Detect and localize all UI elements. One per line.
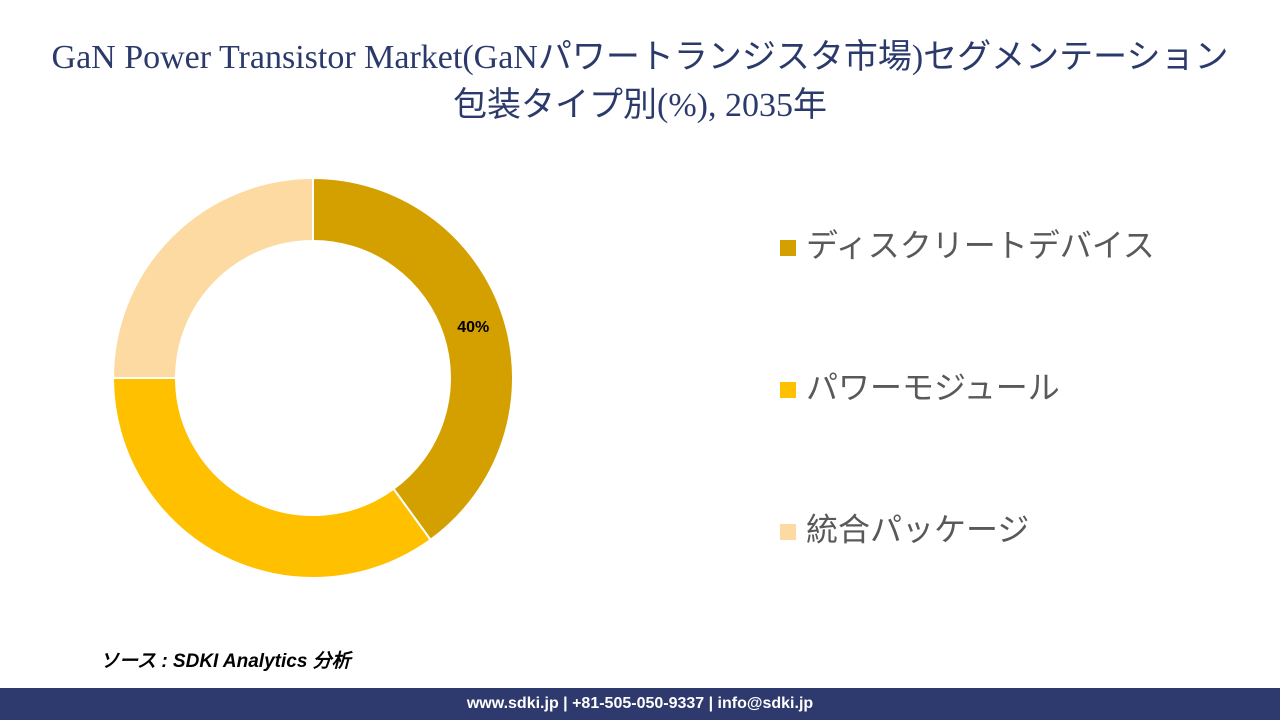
legend-label: パワーモジュール bbox=[806, 369, 1060, 405]
donut-segment bbox=[111, 377, 432, 579]
source: ソース : SDKI Analytics 分析 bbox=[100, 651, 351, 672]
legend-label: 統合パッケージ bbox=[806, 511, 1029, 547]
legend-swatch bbox=[780, 382, 796, 398]
donut-segment bbox=[111, 176, 314, 379]
legend-swatch bbox=[780, 240, 796, 256]
legend-label: ディスクリートデバイス bbox=[806, 227, 1155, 263]
donut-segment bbox=[312, 176, 514, 542]
footer: www.sdki.jp | +81-505-050-9337 | info@sd… bbox=[0, 688, 1280, 720]
legend-swatch bbox=[780, 524, 796, 540]
chart-title: GaN Power Transistor Market(GaNパワートランジスタ… bbox=[51, 39, 1229, 124]
data-label: 40% bbox=[457, 319, 489, 336]
